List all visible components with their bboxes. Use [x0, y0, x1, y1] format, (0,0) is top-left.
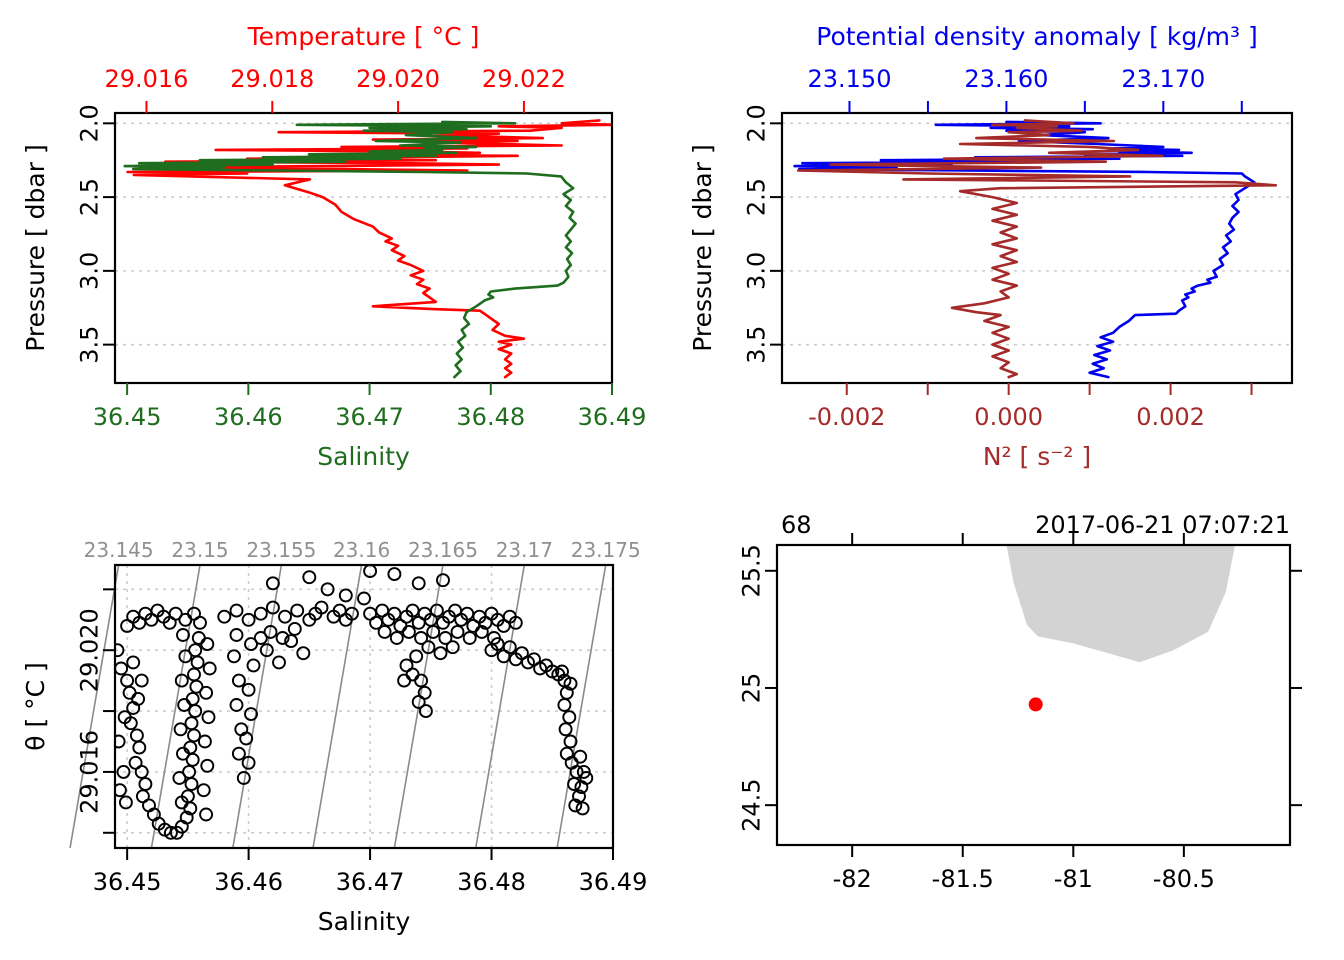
tick-label: 23.150 — [807, 65, 891, 93]
tick-label: 2.5 — [75, 178, 103, 216]
tick-label: -80.5 — [1153, 865, 1215, 893]
station-number: 68 — [781, 511, 812, 539]
isopycnal-lines: 23.145 23.15 23.155 23.16 23.165 23.17 23.175 — [69, 538, 641, 849]
tick-label: 3.5 — [742, 326, 770, 364]
series-land — [1006, 545, 1236, 663]
isopycnal-line — [232, 564, 283, 849]
isopycnal-line — [556, 564, 607, 849]
isopycnal-label: 23.155 — [246, 538, 316, 562]
series-station-location — [1028, 697, 1043, 712]
tick-label: -82 — [833, 865, 872, 893]
tick-label: 36.47 — [335, 403, 404, 431]
isopycnal-label: 23.165 — [408, 538, 478, 562]
tick-label: 3.5 — [75, 326, 103, 364]
tick-label: 36.46 — [214, 868, 283, 896]
axis-lon-mirror — [851, 533, 1185, 545]
tick-label: 3.0 — [75, 252, 103, 290]
tick-label: -81.5 — [932, 865, 994, 893]
tick-label: 29.016 — [75, 730, 103, 814]
series-n2-buoyancy-frequency — [796, 119, 1278, 379]
map-header: 68 2017-06-21 07:07:21 — [781, 511, 1290, 539]
axis-lat: 25.5 25 24.5 — [737, 544, 777, 832]
series-salinity — [123, 120, 577, 379]
timestamp: 2017-06-21 07:07:21 — [1035, 511, 1290, 539]
isopycnal-line — [312, 564, 363, 849]
panel-bottom-left: 23.145 23.15 23.155 23.16 23.165 23.17 23.175 3… — [21, 538, 648, 936]
axis-n2: -0.002 0.000 0.002 N² [ s⁻² ] — [808, 383, 1253, 471]
tick-label: 0.002 — [1136, 403, 1205, 431]
tick-label: 36.47 — [336, 868, 405, 896]
tick-label: 25 — [737, 673, 765, 704]
axis-title: Potential density anomaly [ kg/m³ ] — [816, 22, 1257, 51]
plot-box — [113, 111, 614, 385]
tick-label: 29.018 — [230, 65, 314, 93]
axis-lat-mirror — [1290, 569, 1302, 807]
tick-label: 29.016 — [104, 65, 188, 93]
plot-box — [780, 111, 1294, 385]
tick-label: 36.45 — [93, 403, 162, 431]
axis-title: θ [ °C ] — [21, 662, 50, 751]
axis-sal: 36.45 36.46 36.47 36.48 36.49 Salinity — [93, 848, 648, 936]
axis-theta: 29.020 29.016 θ [ °C ] — [21, 588, 115, 834]
isopycnal-label: 23.17 — [496, 538, 553, 562]
tick-label: 23.170 — [1121, 65, 1205, 93]
series-potential-density-anomaly — [793, 120, 1256, 379]
tick-label: 2.0 — [742, 104, 770, 142]
tick-label: -0.002 — [808, 403, 885, 431]
tick-label: 2.5 — [742, 178, 770, 216]
axis-title: Pressure [ dbar ] — [21, 144, 50, 351]
plot-box — [113, 563, 615, 850]
tick-label: 36.48 — [457, 868, 526, 896]
isopycnal-line — [393, 564, 444, 849]
isopycnal-line — [69, 564, 120, 849]
tick-label: 29.020 — [356, 65, 440, 93]
axis-title: Salinity — [317, 442, 410, 471]
tick-label: 3.0 — [742, 252, 770, 290]
gridlines — [782, 122, 1292, 346]
tick-label: -81 — [1054, 865, 1093, 893]
isopycnal-label: 23.175 — [571, 538, 641, 562]
isopycnal-label: 23.145 — [84, 538, 154, 562]
gridlines — [115, 565, 614, 848]
tick-label: 23.160 — [964, 65, 1048, 93]
tick-label: 36.45 — [93, 868, 162, 896]
panel-bottom-right: -82 -81.5 -81 -80.5 25.5 25 24.5 68 2017-06-21 0… — [737, 511, 1302, 893]
axis-sigma: 23.150 23.160 23.170 Potential density anom… — [807, 22, 1258, 113]
isopycnal-label: 23.16 — [333, 538, 390, 562]
series-theta-salinity-points — [115, 565, 594, 840]
axis-pres: 2.0 2.5 3.0 3.5 Pressure [ dbar ] — [21, 104, 115, 364]
plot-box — [775, 543, 1292, 847]
tick-label: 36.49 — [578, 403, 647, 431]
axis-title: Salinity — [318, 907, 411, 936]
axis-title: N² [ s⁻² ] — [983, 442, 1091, 471]
axis-sal: 36.45 36.46 36.47 36.48 36.49 Salinity — [93, 383, 647, 471]
isopycnal-line — [474, 564, 526, 849]
axis-title: Temperature [ °C ] — [247, 22, 480, 51]
tick-label: 36.48 — [456, 403, 525, 431]
tick-label: 2.0 — [75, 104, 103, 142]
tick-label: 29.022 — [482, 65, 566, 93]
isopycnal-label: 23.15 — [171, 538, 228, 562]
axis-pres: 2.0 2.5 3.0 3.5 Pressure [ dbar ] — [688, 104, 782, 364]
tick-label: 0.000 — [974, 403, 1043, 431]
axis-lon: -82 -81.5 -81 -80.5 — [833, 845, 1215, 893]
tick-label: 29.020 — [75, 608, 103, 692]
isopycnal-line — [150, 564, 201, 849]
tick-label: 36.49 — [579, 868, 648, 896]
tick-label: 36.46 — [214, 403, 283, 431]
tick-label: 24.5 — [737, 778, 765, 831]
panel-top-right: 23.150 23.160 23.170 Potential density anom… — [688, 22, 1294, 471]
axis-title: Pressure [ dbar ] — [688, 144, 717, 351]
tick-label: 25.5 — [737, 544, 765, 597]
